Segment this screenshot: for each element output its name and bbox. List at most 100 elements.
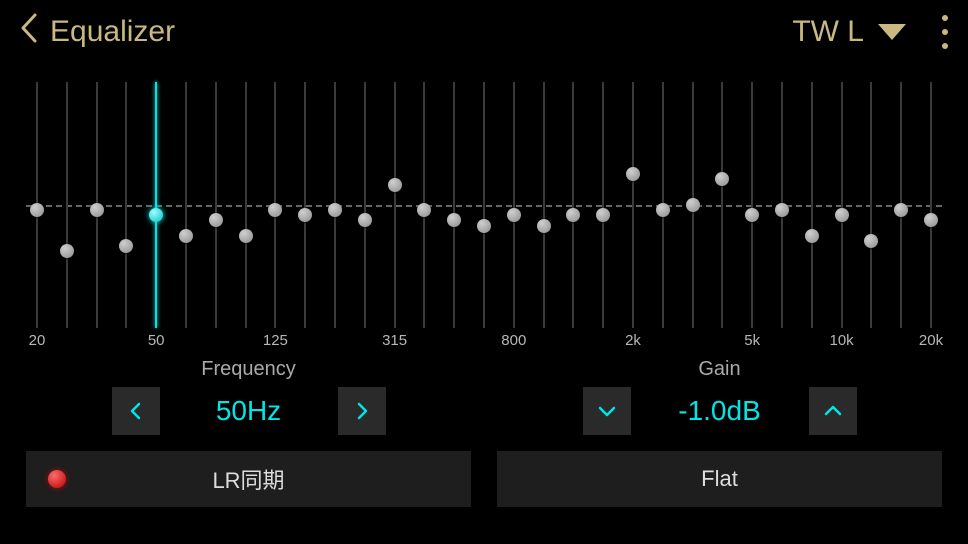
eq-track [721,82,723,328]
flat-button[interactable]: Flat [497,451,942,507]
back-button[interactable] [20,13,38,52]
flat-label: Flat [701,466,738,492]
equalizer-panel: 20501253158002k5k10k20k [26,82,942,352]
eq-band[interactable] [205,82,227,328]
gain-down-button[interactable] [583,387,631,435]
eq-band[interactable] [294,82,316,328]
eq-band[interactable] [443,82,465,328]
lr-sync-button[interactable]: LR同期 [26,451,471,507]
eq-knob[interactable] [358,213,372,227]
eq-track [751,82,753,328]
eq-band[interactable] [682,82,704,328]
eq-knob[interactable] [119,239,133,253]
eq-knob[interactable] [537,219,551,233]
eq-band[interactable] [890,82,912,328]
eq-band[interactable] [711,82,733,328]
eq-track [453,82,455,328]
eq-knob[interactable] [90,203,104,217]
eq-xlabel: 315 [382,332,407,349]
eq-band[interactable] [175,82,197,328]
eq-knob[interactable] [596,208,610,222]
eq-xlabel: 5k [744,332,760,349]
gain-control: Gain -1.0dB [497,358,942,435]
eq-band[interactable] [652,82,674,328]
eq-band[interactable] [235,82,257,328]
eq-knob[interactable] [835,208,849,222]
eq-xlabel: 50 [148,332,165,349]
eq-band[interactable] [831,82,853,328]
frequency-prev-button[interactable] [112,387,160,435]
eq-knob[interactable] [626,167,640,181]
chevron-down-icon [878,24,906,40]
eq-track [513,82,515,328]
eq-knob[interactable] [715,172,729,186]
frequency-value: 50Hz [184,395,314,427]
eq-band[interactable] [413,82,435,328]
eq-track [841,82,843,328]
eq-xlabel: 2k [625,332,641,349]
eq-knob[interactable] [328,203,342,217]
eq-knob[interactable] [864,234,878,248]
eq-band[interactable] [801,82,823,328]
eq-knob[interactable] [447,213,461,227]
eq-knob[interactable] [30,203,44,217]
eq-band[interactable] [26,82,48,328]
eq-knob[interactable] [656,203,670,217]
eq-knob[interactable] [149,208,163,222]
chevron-up-icon [823,401,843,421]
eq-band[interactable] [562,82,584,328]
eq-knob[interactable] [179,229,193,243]
frequency-next-button[interactable] [338,387,386,435]
chevron-down-icon [597,401,617,421]
menu-button[interactable] [942,15,948,49]
channel-selector[interactable]: TW L [792,15,906,49]
gain-up-button[interactable] [809,387,857,435]
eq-band[interactable] [145,82,167,328]
eq-knob[interactable] [775,203,789,217]
frequency-control: Frequency 50Hz [26,358,471,435]
eq-band[interactable] [473,82,495,328]
gain-label: Gain [497,358,942,381]
eq-knob[interactable] [894,203,908,217]
eq-track [304,82,306,328]
eq-band[interactable] [86,82,108,328]
eq-knob[interactable] [477,219,491,233]
eq-knob[interactable] [924,213,938,227]
dot-icon [942,15,948,21]
eq-band[interactable] [622,82,644,328]
chevron-right-icon [352,401,372,421]
eq-xlabel: 20k [919,332,943,349]
eq-band[interactable] [264,82,286,328]
eq-band[interactable] [384,82,406,328]
eq-knob[interactable] [507,208,521,222]
lr-sync-label: LR同期 [212,463,284,495]
eq-knob[interactable] [745,208,759,222]
eq-band[interactable] [533,82,555,328]
eq-knob[interactable] [268,203,282,217]
eq-band[interactable] [324,82,346,328]
eq-knob[interactable] [60,244,74,258]
eq-xlabel: 10k [830,332,854,349]
eq-track [543,82,545,328]
eq-band[interactable] [771,82,793,328]
eq-band[interactable] [592,82,614,328]
eq-band[interactable] [56,82,78,328]
eq-knob[interactable] [298,208,312,222]
eq-track [602,82,604,328]
eq-band[interactable] [860,82,882,328]
eq-band[interactable] [503,82,525,328]
eq-band[interactable] [920,82,942,328]
eq-band[interactable] [115,82,137,328]
eq-knob[interactable] [686,198,700,212]
eq-knob[interactable] [209,213,223,227]
eq-band[interactable] [354,82,376,328]
eq-band[interactable] [741,82,763,328]
eq-knob[interactable] [239,229,253,243]
eq-knob[interactable] [566,208,580,222]
eq-xlabel: 800 [501,332,526,349]
dot-icon [942,29,948,35]
eq-knob[interactable] [417,203,431,217]
eq-knob[interactable] [805,229,819,243]
eq-track [245,82,247,328]
eq-knob[interactable] [388,178,402,192]
